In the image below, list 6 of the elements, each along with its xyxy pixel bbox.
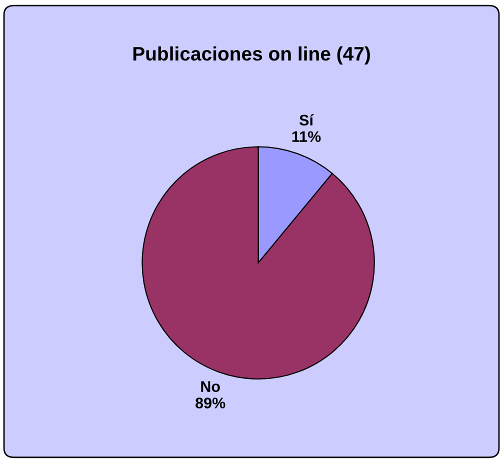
slice-label: Sí — [299, 114, 314, 126]
pie-slice — [142, 146, 375, 380]
data-label: 11% — [292, 131, 321, 142]
chart-title: Publicaciones on line (47) — [133, 46, 370, 65]
data-label: 89% — [196, 398, 226, 408]
slice-label: No — [201, 381, 220, 392]
